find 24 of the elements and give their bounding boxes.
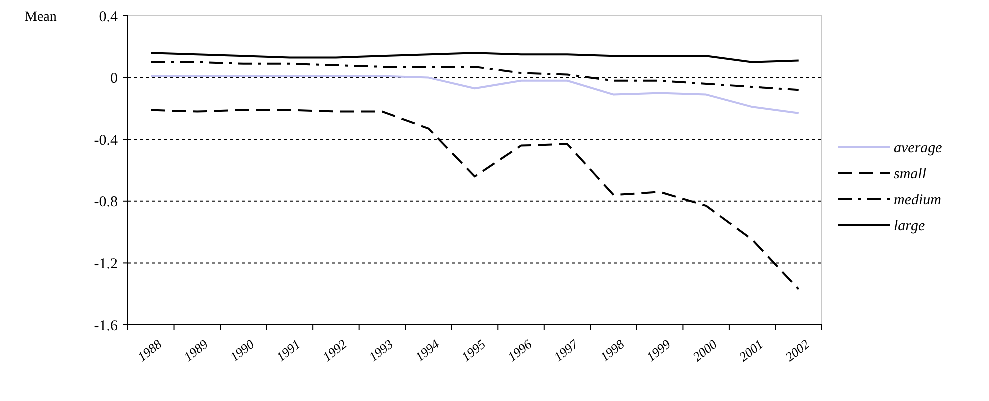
- y-tick-label: -1.2: [94, 256, 118, 272]
- legend-label: large: [894, 218, 926, 234]
- y-tick-label: 0: [110, 71, 118, 88]
- x-tick-label: 1998: [598, 336, 628, 365]
- legend-label: small: [894, 166, 927, 182]
- x-tick-label: 1989: [181, 336, 212, 365]
- y-tick-label: -0.8: [94, 194, 118, 211]
- x-tick-label: 1992: [320, 336, 350, 365]
- legend-label: medium: [894, 192, 942, 208]
- legend-label: average: [894, 140, 943, 156]
- x-tick-label: 1993: [366, 336, 396, 365]
- x-tick-label: 2002: [782, 336, 813, 365]
- line-series: [150, 75, 800, 114]
- y-axis-title: Mean: [25, 10, 57, 25]
- x-tick-label: 1991: [274, 336, 304, 365]
- x-tick-label: 2000: [690, 336, 720, 365]
- y-tick-label: -0.4: [94, 132, 118, 149]
- x-tick-label: 1990: [227, 336, 258, 365]
- y-tick-label: 0.4: [99, 9, 118, 26]
- y-tick-label: -1.6: [94, 318, 118, 334]
- x-tick-label: 1999: [644, 336, 674, 365]
- x-tick-label: 2001: [736, 336, 766, 365]
- line-series: [150, 52, 800, 64]
- x-tick-label: 1988: [134, 336, 165, 365]
